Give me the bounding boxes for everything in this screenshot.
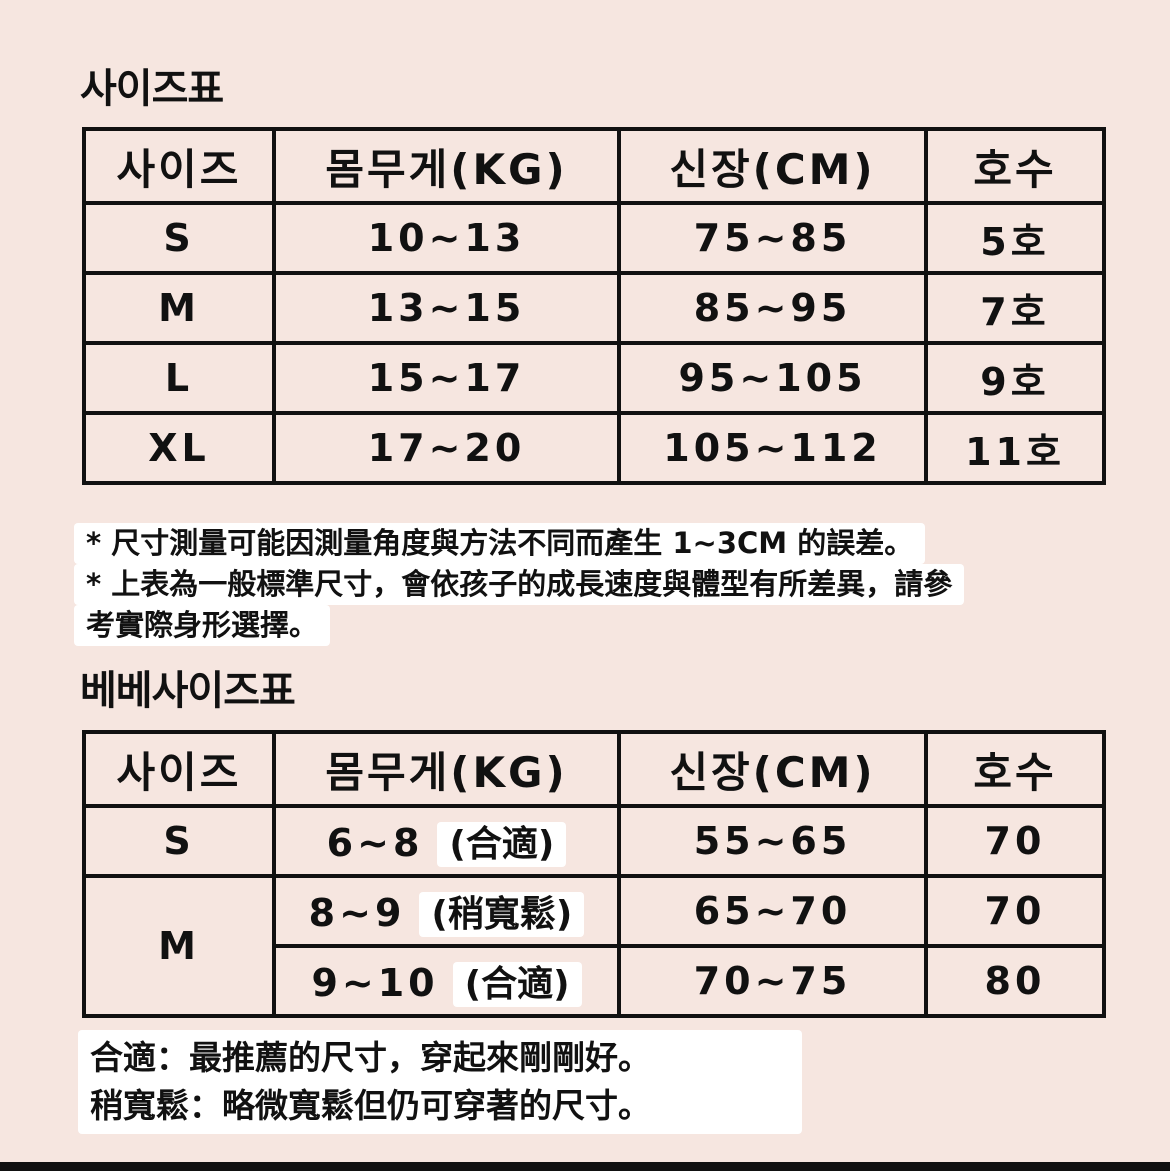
cell-weight: 13~15	[272, 271, 621, 345]
header-number: 호수	[924, 127, 1106, 205]
table-row: XL 17~20 105~112 11호	[82, 411, 1106, 485]
note-line: * 上表為一般標準尺寸，會依孩子的成長速度與體型有所差異，請參	[74, 564, 965, 605]
header-number: 호수	[924, 730, 1106, 808]
header-size: 사이즈	[82, 127, 276, 205]
cell-size: S	[82, 201, 276, 275]
cell-height: 95~105	[617, 341, 928, 415]
cell-weight: 10~13	[272, 201, 621, 275]
cell-size: XL	[82, 411, 276, 485]
fit-legend: 合適：最推薦的尺寸，穿起來剛剛好。 稍寬鬆：略微寬鬆但仍可穿著的尺寸。	[78, 1030, 802, 1134]
cell-weight: 15~17	[272, 341, 621, 415]
table-row: M 13~15 85~95 7호	[82, 271, 1106, 345]
table-header-row: 사이즈 몸무게(KG) 신장(CM) 호수	[82, 127, 1106, 205]
note-line: * 尺寸測量可能因測量角度與方法不同而產生 1~3CM 的誤差。	[74, 523, 926, 564]
table-row: S 10~13 75~85 5호	[82, 201, 1106, 275]
table-header-row: 사이즈 몸무게(KG) 신장(CM) 호수	[82, 730, 1106, 808]
table-row: S 6~8 (合適) 55~65 70	[82, 804, 1106, 878]
cell-weight: 8~9 (稍寬鬆)	[272, 874, 621, 948]
legend-line: 合適：最推薦的尺寸，穿起來剛剛好。	[90, 1038, 651, 1077]
legend-line: 稍寬鬆：略微寬鬆但仍可穿著的尺寸。	[90, 1086, 651, 1125]
fit-tag: (合適)	[452, 962, 582, 1007]
cell-number: 9호	[924, 341, 1106, 415]
cell-height: 85~95	[617, 271, 928, 345]
fit-tag: (稍寬鬆)	[419, 892, 585, 937]
cell-number: 70	[924, 874, 1106, 948]
bottom-bar	[0, 1162, 1170, 1171]
measurement-notes: * 尺寸測量可能因測量角度與方法不同而產生 1~3CM 的誤差。 * 上表為一般…	[74, 523, 965, 646]
size-chart-title: 사이즈표	[80, 66, 224, 112]
cell-weight: 9~10 (合適)	[272, 944, 621, 1018]
cell-height: 105~112	[617, 411, 928, 485]
cell-number: 7호	[924, 271, 1106, 345]
table-row: 9~10 (合適) 70~75 80	[84, 944, 1106, 1018]
cell-height: 75~85	[617, 201, 928, 275]
note-line: 考實際身形選擇。	[74, 605, 331, 646]
weight-value: 8~9	[308, 891, 406, 935]
cell-size: M	[82, 874, 276, 1018]
fit-tag: (合適)	[437, 822, 567, 867]
cell-number: 80	[924, 944, 1106, 1018]
header-size: 사이즈	[82, 730, 276, 808]
header-weight: 몸무게(KG)	[272, 127, 621, 205]
table-row: L 15~17 95~105 9호	[82, 341, 1106, 415]
cell-weight: 17~20	[272, 411, 621, 485]
cell-height: 55~65	[617, 804, 928, 878]
cell-height: 65~70	[617, 874, 928, 948]
size-table: 사이즈 몸무게(KG) 신장(CM) 호수 S 10~13 75~85 5호 M 13~…	[82, 127, 1106, 485]
cell-number: 5호	[924, 201, 1106, 275]
cell-size: L	[82, 341, 276, 415]
cell-number: 11호	[924, 411, 1106, 485]
bebe-size-table: 사이즈 몸무게(KG) 신장(CM) 호수 S 6~8 (合適) 55~65 70…	[82, 730, 1106, 1018]
table-row: M 8~9 (稍寬鬆) 65~70 70	[82, 874, 1106, 1018]
header-height: 신장(CM)	[617, 127, 928, 205]
header-height: 신장(CM)	[617, 730, 928, 808]
header-weight: 몸무게(KG)	[272, 730, 621, 808]
cell-size: M	[82, 271, 276, 345]
bebe-size-chart-title: 베베사이즈표	[80, 668, 296, 714]
cell-height: 70~75	[617, 944, 928, 1018]
cell-size: S	[82, 804, 276, 878]
cell-weight: 6~8 (合適)	[272, 804, 621, 878]
weight-value: 6~8	[326, 821, 424, 865]
cell-number: 70	[924, 804, 1106, 878]
weight-value: 9~10	[311, 961, 439, 1005]
